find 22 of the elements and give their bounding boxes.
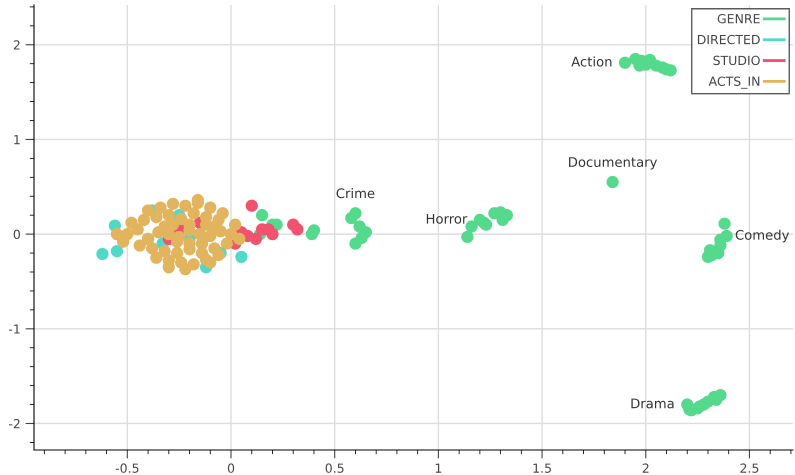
annotation: Horror (426, 214, 468, 224)
x-tick-label: -0.5 (116, 463, 138, 473)
legend-label: GENRE (718, 14, 760, 24)
y-tick-label: 0 (14, 230, 20, 240)
y-tick-label: 2 (14, 40, 20, 50)
x-tick-label: 0.5 (326, 463, 344, 473)
annotation: Drama (631, 398, 674, 408)
annotation: Crime (336, 188, 374, 198)
x-tick-label: 0 (228, 463, 234, 473)
y-tick-label: -2 (8, 418, 20, 428)
x-tick-label: 1 (436, 464, 442, 473)
annotation: Documentary (569, 157, 658, 170)
annotation: Comedy (736, 230, 790, 242)
y-tick-label: -1 (8, 324, 20, 334)
x-tick-label: 2.5 (740, 463, 758, 473)
legend-label: ACTS_IN (708, 76, 760, 89)
x-tick-label: 1.5 (534, 464, 551, 473)
legend-label: STUDIO (713, 56, 760, 66)
x-tick-label: 2 (642, 463, 648, 473)
y-tick-label: 1 (14, 135, 20, 144)
annotation: Action (571, 56, 612, 67)
legend-label: DIRECTED (698, 34, 760, 44)
